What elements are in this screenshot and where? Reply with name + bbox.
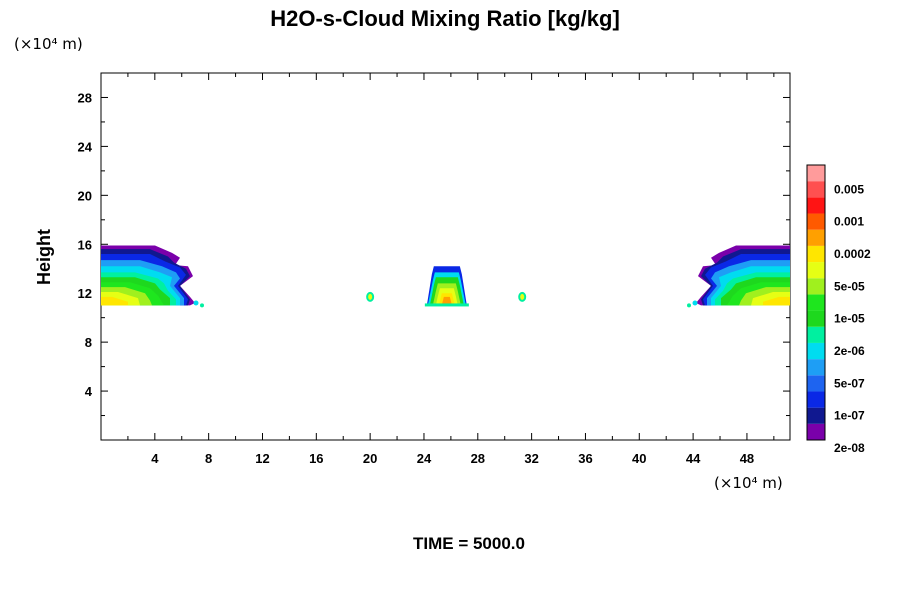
- x-tick-label: 20: [363, 451, 377, 466]
- colorbar-frame: [806, 164, 826, 441]
- cloud-speck-core: [520, 293, 525, 300]
- colorbar-label: 2e-08: [834, 441, 865, 455]
- colorbar-swatch: [807, 423, 825, 440]
- right-anvil: [687, 245, 790, 308]
- colorbar-label: 1e-05: [834, 312, 865, 326]
- cell-base-fringe: [424, 303, 469, 307]
- cloud-speck-core: [368, 293, 373, 300]
- x-tick-label: 4: [151, 451, 159, 466]
- colorbar-swatch: [807, 342, 825, 360]
- colorbar-label: 5e-07: [834, 376, 865, 390]
- time-label: TIME = 5000.0: [413, 534, 525, 553]
- anvil-speck: [200, 303, 204, 308]
- colorbar-swatch: [807, 197, 825, 214]
- x-tick-label: 28: [471, 451, 485, 466]
- colorbar-swatch: [807, 359, 825, 376]
- x-tick-label: 8: [205, 451, 212, 466]
- colorbar-label: 0.0002: [834, 247, 871, 261]
- x-tick-label: 12: [255, 451, 269, 466]
- colorbar-swatch: [807, 407, 825, 424]
- y-tick-label: 20: [78, 188, 92, 203]
- y-axis-label: Height: [34, 229, 54, 285]
- anvil-contour-band: [101, 296, 128, 306]
- cell-contour-band: [441, 296, 452, 306]
- colorbar-swatch: [807, 326, 825, 343]
- colorbar-swatch: [807, 278, 825, 295]
- colorbar-label: 2e-06: [834, 344, 865, 358]
- y-tick-label: 8: [85, 335, 92, 350]
- y-tick-label: 16: [78, 237, 92, 252]
- x-tick-label: 36: [578, 451, 592, 466]
- colorbar-swatch: [807, 310, 825, 327]
- x-tick-label: 44: [686, 451, 701, 466]
- colorbar-swatch: [807, 165, 825, 182]
- y-tick-label: 28: [78, 90, 92, 105]
- x-tick-label: 16: [309, 451, 323, 466]
- colorbar-swatch: [807, 181, 825, 198]
- colorbar-label: 1e-07: [834, 409, 865, 423]
- anvil-speck: [193, 300, 199, 306]
- plot-frame: [100, 72, 791, 441]
- colorbar-swatch: [807, 213, 825, 230]
- cloud-layer: [101, 245, 790, 308]
- x-axis-unit: (×10⁴ m): [714, 474, 783, 492]
- colorbar-swatch: [807, 294, 825, 311]
- chart-title: H2O-s-Cloud Mixing Ratio [kg/kg]: [270, 6, 620, 31]
- colorbar-swatch: [807, 229, 825, 246]
- anvil-speck: [687, 303, 691, 308]
- colorbar-swatch: [807, 245, 825, 263]
- anvil-contour-band: [763, 296, 790, 306]
- y-tick-label: 12: [78, 286, 92, 301]
- anvil-speck: [692, 300, 698, 306]
- colorbar-swatch: [807, 262, 825, 279]
- y-axis-unit: (×10⁴ m): [14, 35, 83, 53]
- x-tick-label: 24: [417, 451, 432, 466]
- colorbar-swatch: [807, 391, 825, 408]
- colorbar-label: 0.005: [834, 182, 864, 196]
- colorbar-label: 0.001: [834, 215, 864, 229]
- center-cell: [366, 266, 527, 307]
- colorbar-label: 5e-05: [834, 279, 865, 293]
- x-tick-label: 32: [524, 451, 538, 466]
- y-tick-label: 4: [85, 384, 93, 399]
- x-tick-label: 48: [740, 451, 754, 466]
- x-tick-label: 40: [632, 451, 646, 466]
- y-tick-label: 24: [78, 139, 93, 154]
- left-anvil: [101, 245, 204, 308]
- colorbar-swatch: [807, 375, 825, 392]
